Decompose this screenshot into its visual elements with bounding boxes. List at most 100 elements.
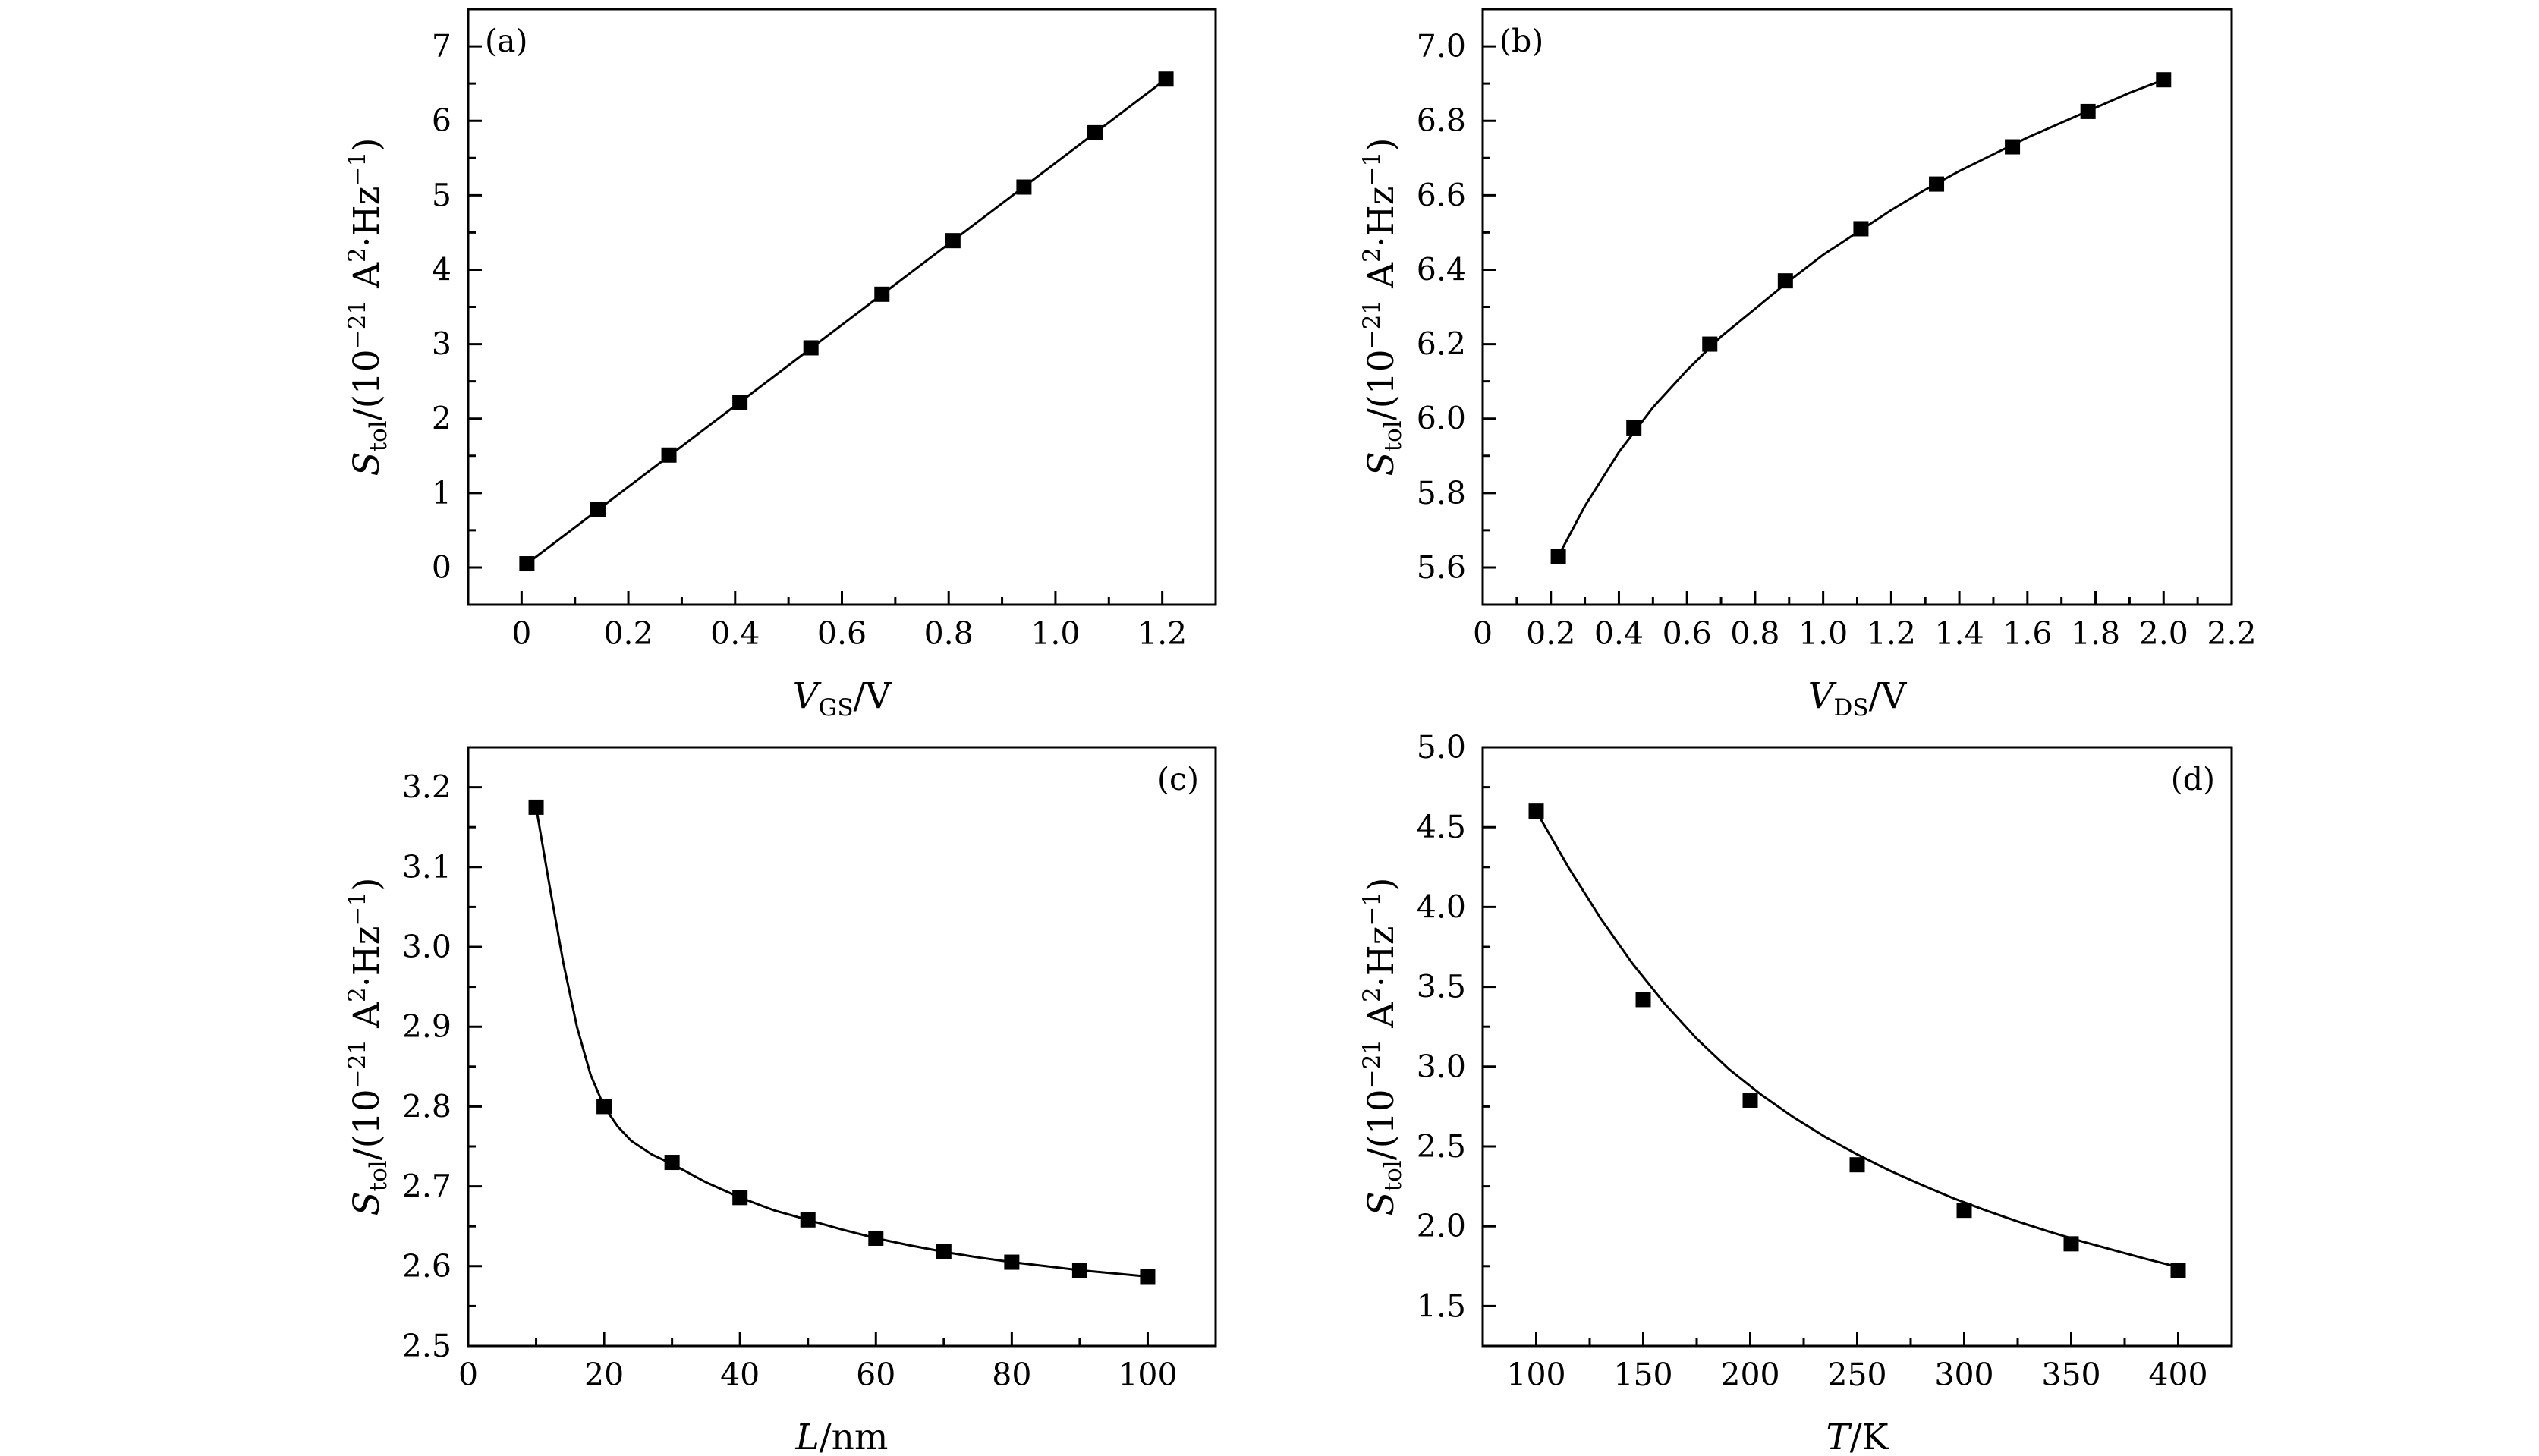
x-tick-label: 80 xyxy=(992,1357,1031,1393)
y-tick-label: 3.0 xyxy=(1417,1049,1466,1085)
x-tick-label: 2.2 xyxy=(2207,615,2256,652)
panel-label: (c) xyxy=(1157,761,1199,797)
y-tick-label: 7.0 xyxy=(1417,28,1466,64)
y-tick-label: 6.0 xyxy=(1417,401,1466,437)
y-axis-title: Stol/(10−21 A2·Hz−1) xyxy=(344,137,392,476)
x-axis-title: VGS/V xyxy=(793,675,892,722)
y-tick-label: 5.8 xyxy=(1417,475,1466,511)
y-tick-label: 4 xyxy=(432,251,451,288)
x-tick-label: 2.0 xyxy=(2139,615,2188,652)
data-point xyxy=(2156,72,2172,88)
y-tick-label: 5.0 xyxy=(1417,729,1466,766)
plot-frame xyxy=(467,8,1217,606)
x-tick-label: 1.0 xyxy=(1798,615,1848,652)
y-tick-label: 4.0 xyxy=(1417,888,1466,925)
data-point xyxy=(874,286,890,302)
y-tick-label: 5.6 xyxy=(1417,549,1466,586)
data-point xyxy=(1016,179,1032,195)
x-tick-label: 200 xyxy=(1720,1357,1779,1393)
data-point xyxy=(1742,1092,1758,1108)
y-tick-label: 2.5 xyxy=(1417,1128,1466,1165)
data-point xyxy=(519,556,535,572)
data-point xyxy=(1635,992,1651,1008)
x-tick-label: 100 xyxy=(1118,1357,1177,1393)
data-point xyxy=(732,1190,748,1206)
x-tick-label: 1.4 xyxy=(1934,615,1984,652)
y-tick-label: 0 xyxy=(432,549,451,586)
x-tick-label: 0.8 xyxy=(1730,615,1779,652)
y-tick-label: 2.5 xyxy=(402,1328,451,1364)
x-tick-label: 400 xyxy=(2148,1357,2207,1393)
data-point xyxy=(868,1230,884,1246)
data-point xyxy=(596,1099,612,1115)
y-axis-title: Stol/(10−21 A2·Hz−1) xyxy=(344,877,392,1215)
y-tick-label: 4.5 xyxy=(1417,809,1466,845)
y-tick-label: 3 xyxy=(432,326,451,363)
x-tick-label: 1.0 xyxy=(1030,615,1080,652)
x-tick-label: 0 xyxy=(1473,615,1493,652)
data-point xyxy=(1071,1263,1087,1278)
data-point xyxy=(1140,1269,1156,1285)
y-tick-label: 2.8 xyxy=(402,1088,451,1124)
x-tick-label: 0.2 xyxy=(603,615,653,652)
x-tick-label: 40 xyxy=(720,1357,760,1393)
plot-frame xyxy=(1481,746,2233,1348)
y-tick-label: 2 xyxy=(432,401,451,437)
x-tick-label: 100 xyxy=(1506,1357,1565,1393)
panel-label: (d) xyxy=(2171,761,2215,797)
data-point xyxy=(800,1212,816,1228)
y-tick-label: 6.6 xyxy=(1417,177,1466,213)
chart-panel-a: 0 0.2 0.4 0.6 0.8 1.0 1.2 0 1 2 3 4 5 6 7 (a) VGS/V Stol/… xyxy=(344,8,1217,722)
x-tick-label: 20 xyxy=(584,1357,624,1393)
chart-panel-c: 0 20 40 60 80 100 2.5 2.6 2.7 2.8 2.9 3.0 3.1 3.2 (c) L… xyxy=(344,746,1217,1456)
fit-curve xyxy=(1535,810,2179,1269)
data-point xyxy=(803,340,819,356)
y-tick-label: 6 xyxy=(432,102,451,139)
x-axis-title: VDS/V xyxy=(1808,675,1908,722)
chart-panel-d: 100 150 200 250 300 350 400 1.5 2.0 2.5 3.0 3.5 4.0 4… xyxy=(1358,729,2233,1456)
y-tick-label: 6.4 xyxy=(1417,251,1466,288)
x-tick-label: 150 xyxy=(1613,1357,1672,1393)
data-point xyxy=(2063,1236,2079,1252)
x-tick-label: 1.6 xyxy=(2003,615,2052,652)
x-tick-label: 1.8 xyxy=(2071,615,2120,652)
fit-curve xyxy=(1557,78,2164,557)
data-point xyxy=(2080,103,2096,119)
data-point xyxy=(2005,139,2021,155)
x-tick-label: 1.2 xyxy=(1867,615,1916,652)
x-tick-label: 0.2 xyxy=(1526,615,1575,652)
x-tick-label: 300 xyxy=(1934,1357,1993,1393)
data-point xyxy=(2170,1263,2186,1278)
data-point xyxy=(590,502,606,517)
data-point xyxy=(1550,549,1566,564)
y-tick-label: 6.8 xyxy=(1417,102,1466,139)
x-axis-title: L/nm xyxy=(795,1417,889,1456)
x-tick-label: 350 xyxy=(2041,1357,2100,1393)
data-point xyxy=(1929,176,1945,192)
y-axis-title: Stol/(10−21 A2·Hz−1) xyxy=(1358,137,1407,476)
data-point xyxy=(1528,803,1544,819)
data-point xyxy=(1777,273,1793,289)
x-tick-label: 0 xyxy=(511,615,531,652)
data-point xyxy=(1702,336,1718,352)
data-point xyxy=(945,233,961,249)
y-tick-label: 1.5 xyxy=(1417,1288,1466,1324)
data-point xyxy=(732,395,748,410)
y-tick-label: 3.1 xyxy=(402,849,451,885)
x-tick-label: 0 xyxy=(458,1357,478,1393)
y-tick-label: 7 xyxy=(432,28,451,64)
panel-label: (a) xyxy=(485,23,527,59)
y-tick-label: 5 xyxy=(432,177,451,213)
data-point xyxy=(1626,420,1642,436)
y-axis-title: Stol/(10−21 A2·Hz−1) xyxy=(1358,877,1407,1215)
data-point xyxy=(1087,124,1103,140)
data-point xyxy=(1956,1203,1972,1219)
data-point xyxy=(936,1244,952,1259)
data-point xyxy=(1849,1157,1865,1173)
x-tick-label: 1.2 xyxy=(1137,615,1187,652)
y-tick-label: 2.0 xyxy=(1417,1208,1466,1244)
x-tick-label: 0.4 xyxy=(710,615,760,652)
data-point xyxy=(1853,221,1869,237)
y-tick-label: 1 xyxy=(432,475,451,511)
